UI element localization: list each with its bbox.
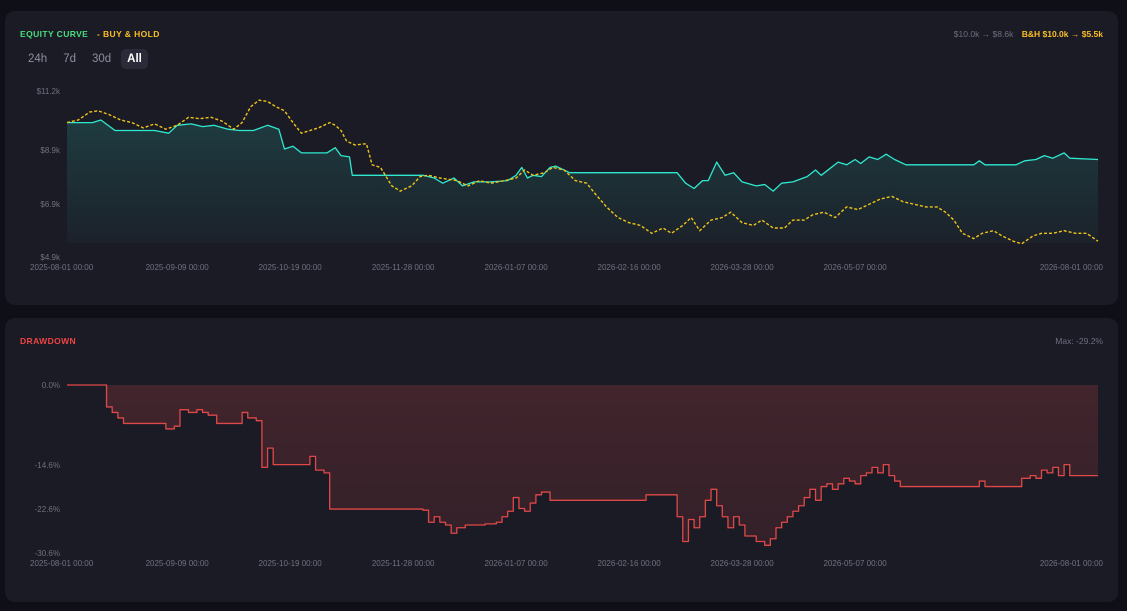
x-tick-label: 2026-08-01 00:00 [1040,559,1104,568]
x-tick-label: 2025-08-01 00:00 [30,559,94,568]
y-tick-label: -30.6% [35,549,60,558]
y-tick-label: $4.9k [40,253,61,262]
equity-curve-title: EQUITY CURVE [20,29,89,39]
drawdown-chart: 0.0% -14.6% -22.6% -30.6%2025-08-01 00:00 20… [30,381,1104,568]
buy-and-hold-line [66,99,1099,245]
equity-area [67,120,1098,243]
tab-24h[interactable]: 24h [28,53,48,65]
strategy-summary: $10.0k → $8.6k [953,29,1014,39]
drawdown-title: DRAWDOWN [20,336,77,346]
y-tick-label: 0.0% [42,381,60,390]
equity-summary: $10.0k → $8.6k B&H $10.0k → $5.5k [954,29,1103,39]
x-tick-label: 2025-11-28 00:00 [372,559,435,568]
x-tick-label: 2026-03-28 00:00 [711,263,775,272]
x-tick-label: 2026-01-07 00:00 [485,263,549,272]
x-tick-label: 2026-05-07 00:00 [823,263,887,272]
y-tick-label: $11.2k [37,87,61,96]
x-tick-label: 2026-01-07 00:00 [485,559,549,568]
x-tick-label: 2025-09-09 00:00 [146,559,210,568]
x-tick-label: 2026-02-16 00:00 [598,559,662,568]
x-tick-label: 2025-11-28 00:00 [372,263,435,272]
equity-line [67,119,1099,192]
x-tick-label: 2026-03-28 00:00 [711,559,775,568]
drawdown-area [67,385,1098,546]
y-tick-label: -14.6% [35,461,60,470]
x-tick-label: 2025-10-19 00:00 [259,263,323,272]
tab-7d[interactable]: 7d [63,53,76,65]
x-tick-label: 2026-02-16 00:00 [598,263,662,272]
drawdown-panel: DRAWDOWN Max: -29.2% 0.0% -14.6% -22.6% -30… [5,318,1118,602]
time-range-tabs: 24h 7d 30d All [22,49,148,69]
drawdown-line [67,384,1098,546]
y-tick-label: $8.9k [40,146,61,155]
x-tick-label: 2026-05-07 00:00 [823,559,887,568]
x-tick-label: 2025-08-01 00:00 [30,263,94,272]
equity-title-row: EQUITY CURVE - BUY & HOLD [20,29,160,39]
x-tick-label: 2025-10-19 00:00 [259,559,323,568]
x-tick-label: 2025-09-09 00:00 [146,263,210,272]
x-tick-label: 2026-08-01 00:00 [1040,263,1104,272]
benchmark-summary: B&H $10.0k → $5.5k [1021,29,1103,39]
y-tick-label: $6.9k [40,200,61,209]
y-tick-label: -22.6% [35,505,60,514]
buy-and-hold-legend: - BUY & HOLD [97,29,160,39]
max-drawdown-label: Max: -29.2% [1055,336,1103,346]
equity-curve-panel: EQUITY CURVE - BUY & HOLD $10.0k → $8.6k… [5,11,1118,305]
tab-all[interactable]: All [121,49,148,69]
tab-30d[interactable]: 30d [91,53,112,65]
